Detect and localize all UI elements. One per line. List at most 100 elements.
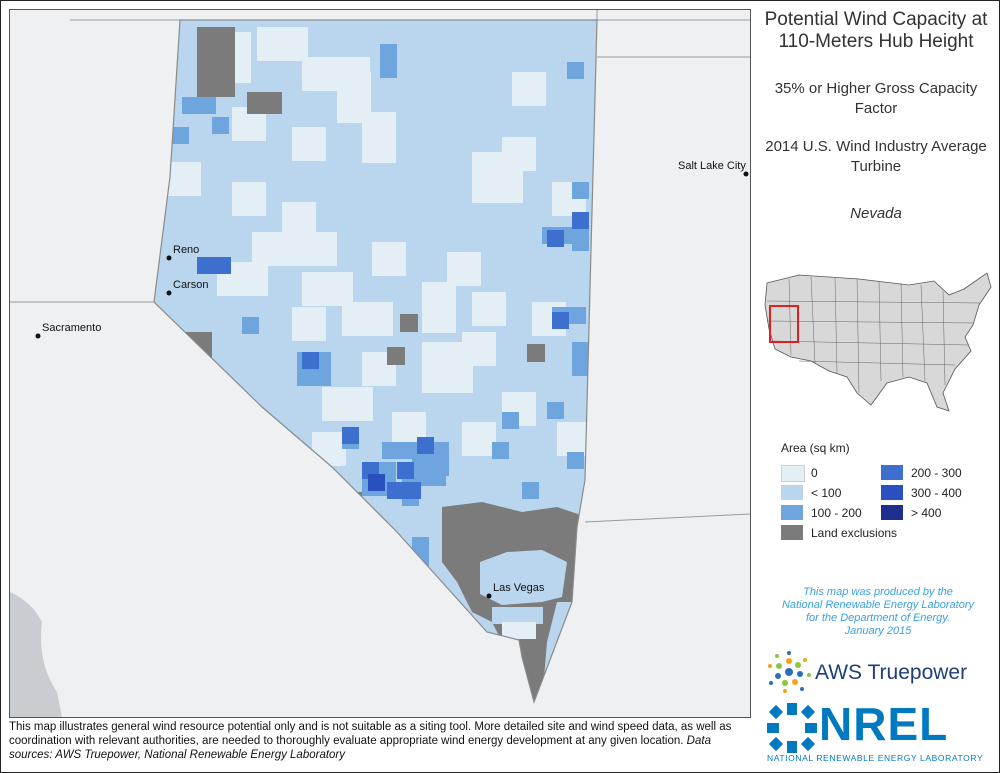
wind-cell-medium [432, 442, 449, 476]
info-panel: Potential Wind Capacity at 110-Meters Hu… [753, 1, 999, 763]
wind-cell-zero [502, 137, 536, 171]
wind-cell-high [552, 312, 569, 329]
wind-cell-zero [462, 422, 496, 456]
wind-cell-zero [342, 302, 393, 336]
legend-swatch [781, 465, 805, 482]
legend-swatch [781, 505, 803, 520]
legend-swatch [881, 505, 903, 520]
wind-cell-zero [292, 127, 326, 161]
wind-cell-medium [182, 97, 216, 114]
las-vegas-valley-area [480, 550, 567, 605]
credit-line: for the Department of Energy. [805, 612, 951, 624]
aws-dots-icon [768, 651, 811, 693]
wind-cell-medium [572, 342, 589, 376]
city-dot [35, 333, 41, 339]
state-name: Nevada [850, 205, 902, 222]
land-exclusion-area [400, 314, 418, 332]
legend-label: Land exclusions [811, 526, 898, 540]
aws-truepower-logo: AWS Truepower [763, 651, 993, 693]
legend-label: 300 - 400 [911, 486, 962, 500]
wind-cell-medium [567, 452, 584, 469]
legend: Area (sq km) 0 < 100 100 - 200 200 - 300… [781, 441, 991, 551]
legend-swatch [781, 485, 803, 500]
wind-cell-zero [362, 112, 396, 163]
city-label: Salt Lake City [678, 160, 746, 172]
nrel-logo-text: NREL [819, 698, 949, 750]
legend-label: 0 [811, 466, 818, 480]
capacity-factor-subtitle: 35% or Higher Gross Capacity Factor [774, 80, 978, 117]
wind-cell-low [492, 607, 543, 624]
aws-logo-text: AWS Truepower [815, 661, 968, 684]
wind-cell-medium [172, 127, 189, 144]
land-exclusion-area [387, 347, 405, 365]
title-text: Potential Wind Capacity at 110-Meters Hu… [764, 9, 988, 52]
city-dot [486, 593, 492, 599]
wind-cell-medium [212, 117, 229, 134]
credit-line: National Renewable Energy Laboratory [781, 599, 974, 611]
city-dot [166, 290, 172, 296]
map-title: Potential Wind Capacity at 110-Meters Hu… [753, 9, 999, 53]
city-carson: Carson [166, 279, 208, 296]
legend-swatch [881, 465, 903, 480]
city-label: Las Vegas [493, 582, 545, 594]
wind-cell-high [417, 437, 434, 454]
wind-cell-medium [492, 442, 509, 459]
nrel-sun-icon [767, 703, 817, 753]
wind-cell-high [342, 427, 359, 444]
wind-cell-high [387, 482, 421, 499]
legend-swatch [781, 525, 803, 540]
city-las-vegas: Las Vegas [486, 582, 545, 599]
wind-cell-zero [372, 242, 406, 276]
city-label: Reno [173, 244, 199, 256]
wind-cell-zero [462, 332, 496, 366]
city-salt-lake-city: Salt Lake City [678, 160, 749, 177]
city-label: Carson [173, 279, 208, 291]
wind-cell-high [197, 257, 231, 274]
wind-cell-zero [502, 622, 536, 639]
legend-label: > 400 [911, 506, 942, 520]
city-sacramento: Sacramento [35, 322, 101, 339]
wind-cell-zero [447, 252, 481, 286]
wind-cell-zero [232, 182, 266, 216]
credit-line: January 2015 [844, 625, 912, 637]
map-view[interactable]: Reno Carson Sacramento Salt Lake City La… [9, 9, 751, 718]
land-exclusion-area [527, 344, 545, 362]
wind-cell-high [302, 352, 319, 369]
wind-cell-zero [512, 72, 546, 106]
nrel-logo: NREL NATIONAL RENEWABLE ENERGY LABORATOR… [763, 698, 993, 769]
wind-cell-zero [422, 282, 456, 333]
turbine-subtitle: 2014 U.S. Wind Industry Average Turbine [765, 138, 987, 175]
wind-cell-high [397, 462, 414, 479]
legend-label: 200 - 300 [911, 466, 962, 480]
wind-cell-medium [572, 182, 589, 199]
city-reno: Reno [166, 244, 199, 261]
wind-cell-zero [257, 27, 308, 61]
wind-cell-zero [302, 272, 353, 306]
wind-cell-very-high [368, 474, 385, 491]
legend-label: 100 - 200 [811, 506, 862, 520]
land-exclusion-area [247, 92, 282, 114]
us-landmass [764, 272, 992, 412]
wind-cell-zero [292, 307, 326, 341]
land-exclusion-area [197, 27, 235, 97]
wind-cell-medium [502, 412, 519, 429]
nrel-full-name: NATIONAL RENEWABLE ENERGY LABORATORY [767, 753, 984, 763]
legend-title: Area (sq km) [781, 441, 850, 455]
nevada-highlight-box [769, 305, 799, 343]
city-label: Sacramento [42, 322, 101, 334]
city-dot [743, 171, 749, 177]
credit-text: This map was produced by the National Re… [763, 586, 993, 638]
data-sources-text: Data sources: AWS Truepower, National Re… [9, 735, 711, 761]
wind-cell-medium [380, 44, 397, 78]
wind-cell-zero [322, 387, 373, 421]
city-dot [166, 255, 172, 261]
disclaimer: This map illustrates general wind resour… [9, 720, 749, 762]
wind-cell-zero [282, 202, 316, 236]
wind-cell-high [572, 212, 589, 229]
wind-cell-medium [547, 402, 564, 419]
legend-label: < 100 [811, 486, 842, 500]
wind-cell-medium [242, 317, 259, 334]
wind-cell-high [547, 230, 564, 247]
terrain-shadow [10, 592, 62, 717]
